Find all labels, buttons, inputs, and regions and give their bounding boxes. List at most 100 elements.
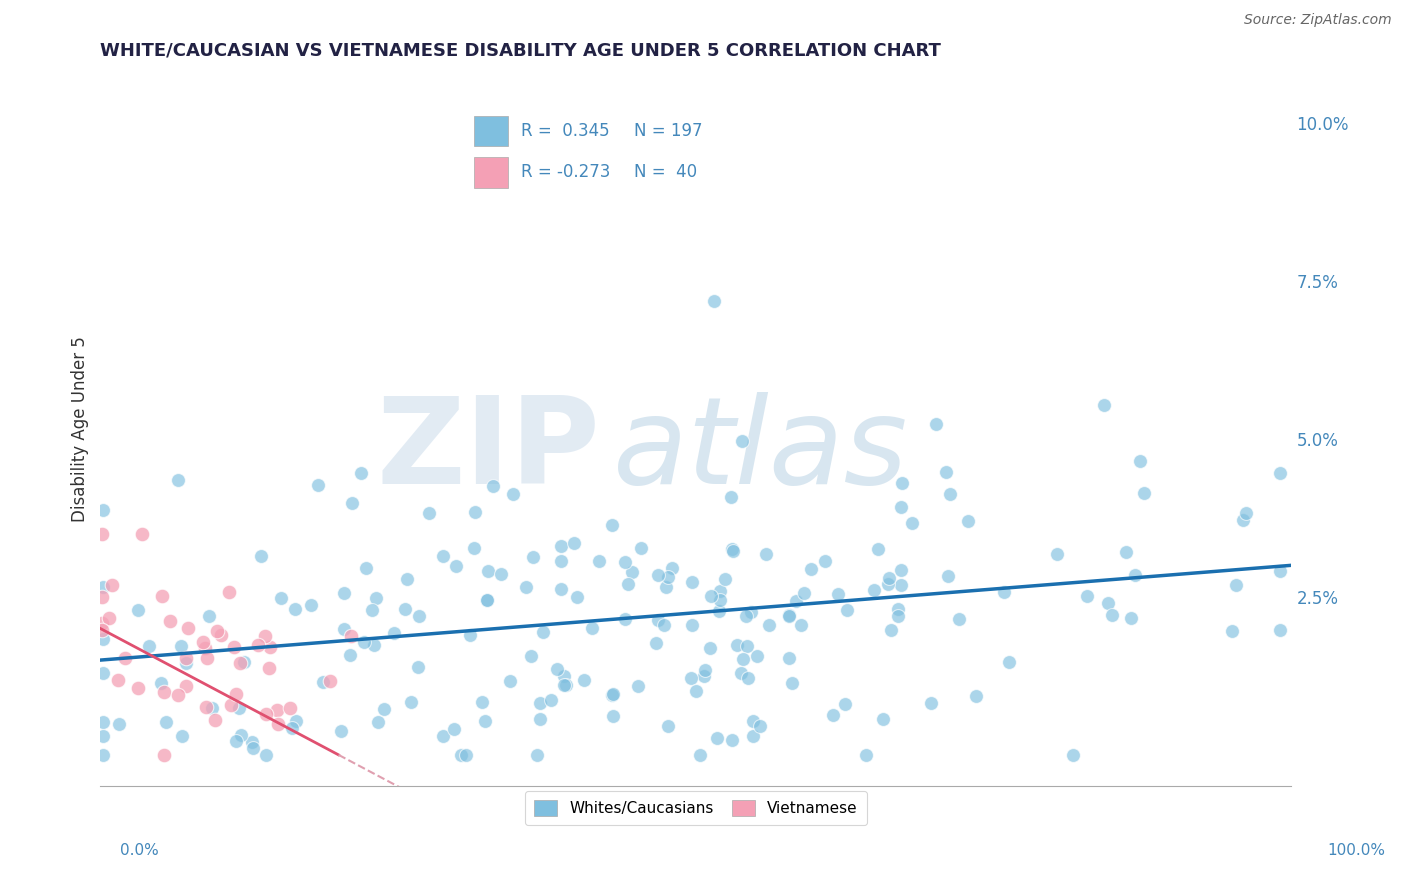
Point [1101,608,1123,623]
Point [588,554,610,568]
Point [703,294,725,309]
Point [450,747,472,762]
Point [339,648,361,662]
Point [621,566,644,580]
Point [1123,568,1146,582]
Point [191,635,214,649]
Point [285,714,308,729]
Point [224,640,246,654]
Point [1268,466,1291,480]
Point [475,593,498,607]
Point [814,554,837,568]
Point [249,549,271,563]
Point [714,572,737,586]
Text: Source: ZipAtlas.com: Source: ZipAtlas.com [1244,13,1392,28]
Point [630,541,652,556]
Point [353,635,375,649]
Point [281,721,304,735]
Point [444,559,467,574]
Point [1115,545,1137,559]
Point [602,687,624,701]
Point [474,714,496,728]
Point [91,503,114,517]
Point [939,486,962,500]
Point [644,636,666,650]
Point [454,747,477,762]
Point [602,517,624,532]
Point [741,729,763,743]
Point [394,601,416,615]
Point [242,741,264,756]
Point [270,591,292,605]
Point [259,640,281,655]
Point [720,541,742,556]
Point [463,541,485,555]
Point [159,614,181,628]
Point [602,708,624,723]
Point [956,514,979,528]
Point [174,651,197,665]
Point [709,583,731,598]
Point [90,590,112,604]
Point [868,541,890,556]
Point [166,688,188,702]
Point [890,578,912,592]
Point [367,714,389,729]
Point [1133,485,1156,500]
Point [131,526,153,541]
Point [299,599,322,613]
Point [91,665,114,680]
Point [107,673,129,687]
Point [700,589,723,603]
Point [709,593,731,607]
Point [936,568,959,582]
Point [741,714,763,728]
Point [725,638,748,652]
Point [692,669,714,683]
Point [699,641,721,656]
Point [540,693,562,707]
Point [373,701,395,715]
Point [834,697,856,711]
Point [709,604,731,618]
Point [1097,596,1119,610]
Point [554,678,576,692]
Point [1225,578,1247,592]
Point [1268,565,1291,579]
Point [737,671,759,685]
Point [91,747,114,762]
Point [823,707,845,722]
Point [657,719,679,733]
Point [464,505,486,519]
Point [553,669,575,683]
Point [254,707,277,722]
Point [172,729,194,743]
Point [617,577,640,591]
Point [225,734,247,748]
Point [778,608,800,623]
Point [90,526,112,541]
Point [863,583,886,598]
Point [998,655,1021,669]
Point [406,660,429,674]
Point [1232,513,1254,527]
Point [91,580,114,594]
Point [614,555,637,569]
Point [340,496,363,510]
Point [689,747,711,762]
Point [550,539,572,553]
Point [529,712,551,726]
Point [747,649,769,664]
Point [837,603,859,617]
Point [477,564,499,578]
Point [925,417,948,431]
Point [685,684,707,698]
Point [720,490,742,504]
Point [267,716,290,731]
Point [613,612,636,626]
Point [284,601,307,615]
Point [581,621,603,635]
Point [98,611,121,625]
Point [780,676,803,690]
Point [627,679,650,693]
